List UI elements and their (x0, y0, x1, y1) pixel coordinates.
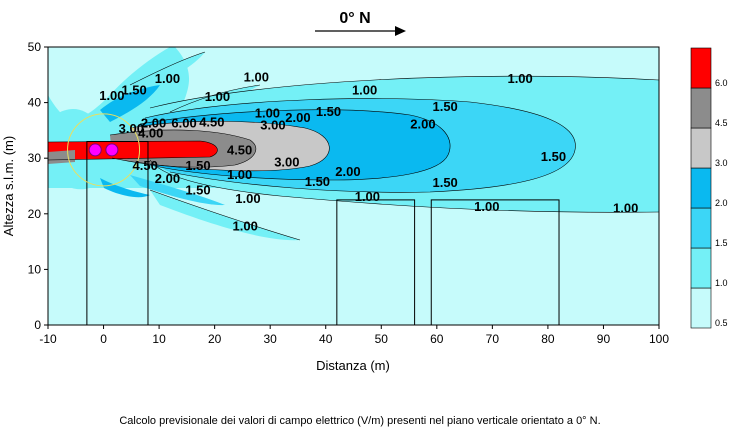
contour-label: 2.00 (141, 116, 166, 131)
x-tick-label: 80 (541, 332, 555, 346)
x-tick-label: 70 (486, 332, 500, 346)
contour-label: 1.00 (205, 89, 230, 104)
nearfield-lobe-b (100, 178, 150, 198)
contour-label: 4.50 (227, 142, 252, 157)
legend-swatch (690, 87, 712, 129)
x-tick-label: 0 (100, 332, 107, 346)
nearfield-top (55, 108, 97, 139)
contour-labels: 1.001.001.001.50 1.00 1.001.001.00 2.00 1.50… (99, 69, 638, 233)
contour-label: 2.00 (285, 110, 310, 125)
contour-label: 1.00 (233, 218, 258, 233)
antenna-source-2 (105, 143, 119, 157)
contour-label: 2.00 (410, 117, 435, 132)
lobe-lower-1 (130, 175, 225, 206)
contour-label: 1.00 (474, 199, 499, 214)
contour-label: 4.50 (199, 115, 224, 130)
contour-label: 2.00 (335, 164, 360, 179)
y-axis: 0 10 20 30 40 50 (28, 40, 48, 332)
lobe-upper-1 (130, 52, 205, 95)
contour-label: 1.00 (244, 69, 269, 84)
x-tick-label: 40 (319, 332, 333, 346)
legend-label: 2.0 (715, 198, 728, 208)
x-tick-label: 20 (208, 332, 222, 346)
contour-label: 1.00 (99, 88, 124, 103)
contour-label: 1.50 (316, 104, 341, 119)
x-tick-label: -10 (39, 332, 57, 346)
legend-label: 3.0 (715, 158, 728, 168)
x-tick-label: 50 (375, 332, 389, 346)
contour-label: 3.00 (119, 121, 144, 136)
antenna-source-1 (88, 143, 102, 157)
x-axis: -10 0 10 20 30 40 50 60 70 80 90 100 (39, 325, 669, 346)
contour-label: 1.00 (613, 201, 638, 216)
contour-lines (48, 51, 659, 241)
plot-frame (47, 46, 660, 326)
contour-label: 1.00 (155, 71, 180, 86)
contour-label: 1.50 (541, 149, 566, 164)
direction-arrow-head-icon (395, 26, 406, 36)
antenna-sources (88, 143, 119, 157)
contour-label: 4.00 (138, 126, 163, 141)
y-tick-label: 50 (28, 40, 42, 54)
x-tick-label: 10 (152, 332, 166, 346)
y-axis-label: Altezza s.l.m. (m) (1, 136, 16, 236)
legend-label: 1.5 (715, 238, 728, 248)
contour-label: 3.00 (274, 155, 299, 170)
contour-label: 2.00 (155, 171, 180, 186)
legend-label: 0.5 (715, 318, 728, 328)
x-tick-label: 60 (430, 332, 444, 346)
legend-label: 1.0 (715, 278, 728, 288)
x-tick-label: 90 (597, 332, 611, 346)
color-legend: 0.5 1.0 1.5 2.0 3.0 4.5 6.0 (690, 47, 728, 329)
contour-label: 4.50 (133, 158, 158, 173)
x-tick-label: 100 (649, 332, 669, 346)
antenna-radius-circle (67, 113, 141, 187)
x-axis-label: Distanza (m) (316, 358, 390, 373)
contour-label: 1.50 (121, 82, 146, 97)
figure-caption: Calcolo previsionale dei valori di campo… (119, 415, 600, 427)
y-tick-label: 20 (28, 207, 42, 221)
contour-label: 1.50 (305, 174, 330, 189)
nearfield-lobe-a (100, 85, 160, 122)
contour-label: 1.00 (255, 106, 280, 121)
contour-label: 1.50 (185, 158, 210, 173)
contour-label: 1.00 (507, 71, 532, 86)
legend-swatch (690, 207, 712, 249)
legend-label: 6.0 (715, 78, 728, 88)
contour-label: 1.50 (432, 99, 457, 114)
contour-label: 1.50 (432, 175, 457, 190)
legend-swatch (690, 287, 712, 329)
contour-label: 1.00 (227, 167, 252, 182)
contour-label: 1.00 (235, 191, 260, 206)
y-tick-label: 30 (28, 151, 42, 165)
nearfield-bottom (57, 167, 98, 190)
contour-label: 1.00 (355, 189, 380, 204)
legend-label: 4.5 (715, 118, 728, 128)
y-tick-label: 40 (28, 96, 42, 110)
contour-label: 1.00 (352, 82, 377, 97)
legend-swatch (690, 167, 712, 209)
contour-label: 6.00 (171, 116, 196, 131)
direction-label: 0° N (339, 10, 370, 27)
y-tick-label: 0 (34, 318, 41, 332)
x-tick-label: 30 (264, 332, 278, 346)
contour-label: 3.00 (260, 117, 285, 132)
legend-swatch (690, 247, 712, 289)
band-4-5-left (48, 150, 75, 164)
legend-swatch (690, 47, 712, 89)
contour-label: 1.50 (185, 182, 210, 197)
legend-swatch (690, 127, 712, 169)
y-tick-label: 10 (28, 262, 42, 276)
band-below-1-upper-left (48, 47, 170, 120)
